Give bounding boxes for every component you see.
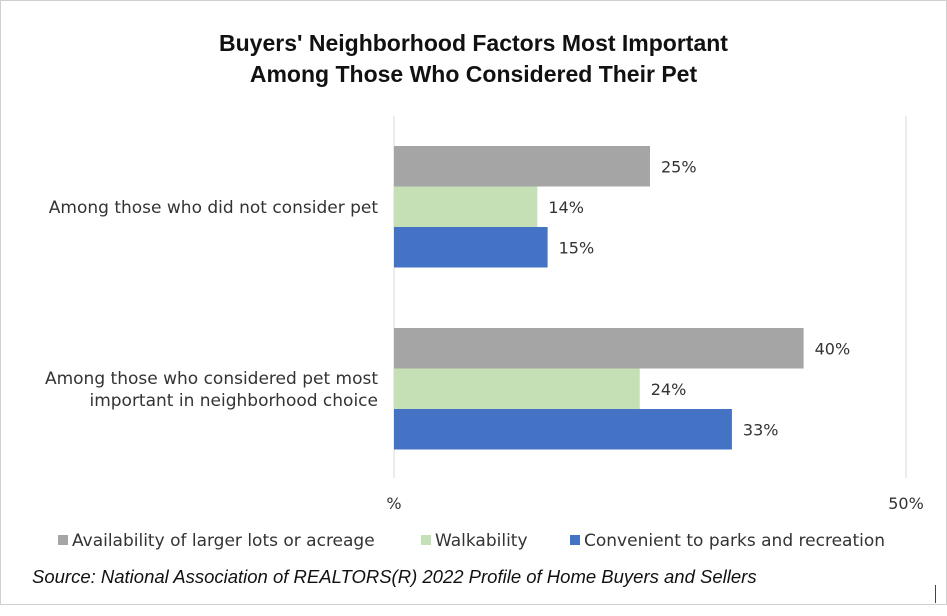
bar bbox=[394, 409, 732, 450]
data-label: 24% bbox=[651, 380, 687, 399]
legend-label: Availability of larger lots or acreage bbox=[72, 531, 375, 551]
data-label: 14% bbox=[548, 198, 584, 217]
legend-swatch bbox=[421, 535, 431, 545]
data-label: 25% bbox=[661, 157, 697, 176]
x-tick-label: 50% bbox=[888, 494, 924, 513]
bar bbox=[394, 328, 804, 369]
category-label-line: important in neighborhood choice bbox=[89, 391, 378, 411]
chart-title: Buyers' Neighborhood Factors Most Import… bbox=[0, 28, 947, 90]
source-note: Source: National Association of REALTORS… bbox=[32, 566, 757, 587]
data-label: 40% bbox=[815, 339, 851, 358]
category-label-line: Among those who considered pet most bbox=[45, 369, 378, 389]
legend-swatch bbox=[570, 535, 580, 545]
category-label-line: Among those who did not consider pet bbox=[49, 198, 379, 218]
category-label: Among those who considered pet most impor… bbox=[45, 369, 378, 411]
bar bbox=[394, 368, 640, 409]
bar bbox=[394, 186, 538, 227]
legend-swatch bbox=[58, 535, 68, 545]
chart-title-line-1: Buyers' Neighborhood Factors Most Import… bbox=[219, 30, 728, 56]
data-label: 33% bbox=[743, 420, 779, 439]
legend-label: Convenient to parks and recreation bbox=[584, 531, 885, 551]
bar bbox=[394, 146, 650, 187]
chart-title-line-2: Among Those Who Considered Their Pet bbox=[249, 61, 698, 87]
x-tick-label: % bbox=[386, 494, 401, 513]
divider bbox=[935, 585, 936, 603]
legend-label: Walkability bbox=[435, 531, 528, 551]
data-label: 15% bbox=[559, 238, 595, 257]
bar bbox=[394, 227, 548, 268]
category-label: Among those who did not consider pet bbox=[49, 198, 379, 218]
